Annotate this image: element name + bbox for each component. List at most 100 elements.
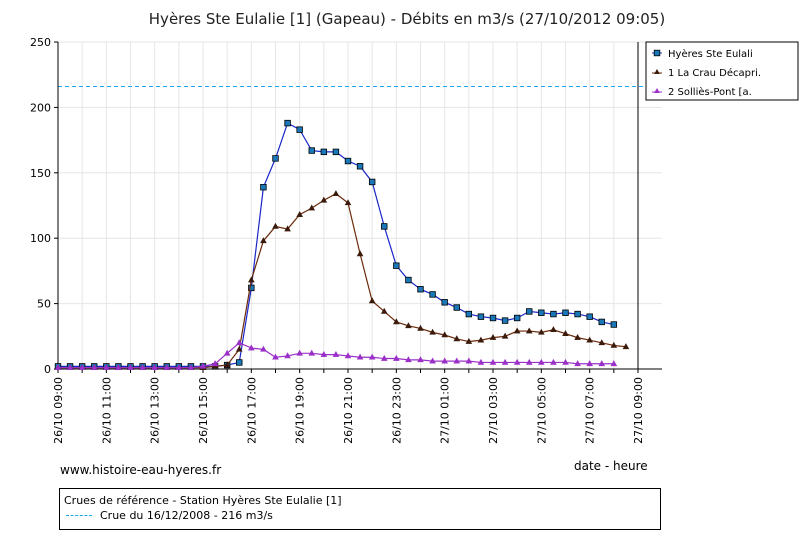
y-tick-label: 0 xyxy=(44,363,51,376)
series-point-0 xyxy=(429,291,436,298)
series-point-0 xyxy=(248,284,255,292)
legend-swatch-2 xyxy=(654,88,660,93)
series-point-2 xyxy=(127,364,134,370)
y-tick-label: 50 xyxy=(37,298,51,311)
series-point-0 xyxy=(405,276,412,284)
series-point-1 xyxy=(417,324,424,331)
series-point-2 xyxy=(103,364,110,370)
series-point-0 xyxy=(417,286,424,293)
series-point-2 xyxy=(441,357,448,364)
x-tick-label: 26/10 09:00 xyxy=(52,377,65,444)
series-point-1 xyxy=(562,330,569,336)
x-tick-label: 26/10 19:00 xyxy=(294,377,307,444)
series-point-0 xyxy=(562,309,569,316)
series-point-0 xyxy=(453,304,460,311)
series-point-0 xyxy=(393,262,400,269)
series-point-1 xyxy=(622,343,630,350)
x-tick-label: 26/10 21:00 xyxy=(342,377,355,444)
y-tick-label: 150 xyxy=(30,167,51,180)
reference-item-label: Crue du 16/12/2008 - 216 m3/s xyxy=(100,509,273,522)
series-point-1 xyxy=(465,337,473,344)
series-point-1 xyxy=(598,339,606,346)
series-point-2 xyxy=(489,358,497,365)
series-point-0 xyxy=(260,183,267,191)
legend-swatch-0 xyxy=(653,49,661,57)
series-point-1 xyxy=(308,204,316,211)
series-point-0 xyxy=(526,308,533,315)
series-point-0 xyxy=(465,310,473,318)
series-point-0 xyxy=(610,321,618,328)
series-point-0 xyxy=(501,317,509,324)
series-point-0 xyxy=(598,318,605,326)
series-point-2 xyxy=(235,339,243,346)
series-point-1 xyxy=(453,335,461,342)
series-point-0 xyxy=(284,119,291,127)
series-point-2 xyxy=(598,360,606,367)
series-point-2 xyxy=(308,349,316,356)
series-point-1 xyxy=(538,328,545,335)
series-point-1 xyxy=(441,331,448,338)
series-point-2 xyxy=(417,356,424,363)
series-point-1 xyxy=(296,211,303,217)
x-tick-label: 27/10 07:00 xyxy=(584,377,597,444)
series-point-1 xyxy=(477,336,485,343)
series-point-1 xyxy=(356,250,364,257)
series-point-2 xyxy=(574,360,581,367)
series-point-2 xyxy=(586,360,593,367)
series-group xyxy=(54,119,630,370)
x-tick-label: 26/10 15:00 xyxy=(197,377,210,444)
x-axis: 26/10 09:00 26/10 11:00 26/10 13:00 26/10 1… xyxy=(52,369,645,444)
series-point-2 xyxy=(115,364,122,370)
series-point-0 xyxy=(550,310,557,318)
series-point-0 xyxy=(489,314,497,322)
series-point-2 xyxy=(344,352,352,359)
chart-title: Hyères Ste Eulalie [1] (Gapeau) - Débits… xyxy=(149,10,665,28)
series-point-1 xyxy=(574,333,581,340)
x-tick-label: 26/10 13:00 xyxy=(149,377,162,444)
y-tick-label: 250 xyxy=(30,36,51,49)
series-point-2 xyxy=(332,350,340,357)
series-point-0 xyxy=(236,359,243,366)
series-point-1 xyxy=(344,199,352,206)
series-point-2 xyxy=(296,349,303,356)
series-point-1 xyxy=(513,327,521,334)
series-point-0 xyxy=(368,178,376,186)
series-point-2 xyxy=(465,357,473,364)
series-point-2 xyxy=(562,358,569,365)
legend-box xyxy=(645,41,799,101)
series-point-1 xyxy=(501,332,509,339)
series-point-2 xyxy=(139,364,146,370)
series-point-0 xyxy=(332,148,340,156)
series-point-2 xyxy=(477,358,485,365)
series-point-1 xyxy=(550,326,557,333)
series-point-2 xyxy=(175,364,183,370)
series-point-2 xyxy=(54,364,62,370)
series-point-0 xyxy=(574,310,581,318)
series-point-1 xyxy=(235,345,243,352)
series-point-0 xyxy=(296,126,303,133)
series-point-0 xyxy=(381,223,388,230)
series-point-0 xyxy=(272,155,279,162)
series-point-2 xyxy=(429,357,436,364)
x-axis-label: date - heure xyxy=(574,459,648,473)
x-tick-label: 27/10 01:00 xyxy=(439,377,452,444)
series-point-2 xyxy=(393,354,400,361)
series-point-1 xyxy=(332,190,340,197)
series-point-0 xyxy=(308,147,315,154)
series-point-2 xyxy=(248,344,255,351)
series-point-2 xyxy=(187,364,195,370)
y-tick-label: 200 xyxy=(30,101,51,114)
series-point-0 xyxy=(538,309,545,316)
series-line-1 xyxy=(58,193,626,369)
series-point-2 xyxy=(260,345,267,352)
series-point-2 xyxy=(501,358,509,365)
series-point-1 xyxy=(489,333,497,340)
website-label: www.histoire-eau-hyeres.fr xyxy=(60,463,222,477)
reference-item: Crue du 16/12/2008 - 216 m3/s xyxy=(64,508,660,523)
legend-label-2: 2 Solliès-Pont [a. xyxy=(668,86,752,98)
series-point-2 xyxy=(610,360,618,367)
chart-axes xyxy=(57,42,662,370)
x-tick-label: 27/10 05:00 xyxy=(535,377,548,444)
series-point-2 xyxy=(151,364,158,370)
reference-title: Crues de référence - Station Hyères Ste … xyxy=(64,494,342,507)
